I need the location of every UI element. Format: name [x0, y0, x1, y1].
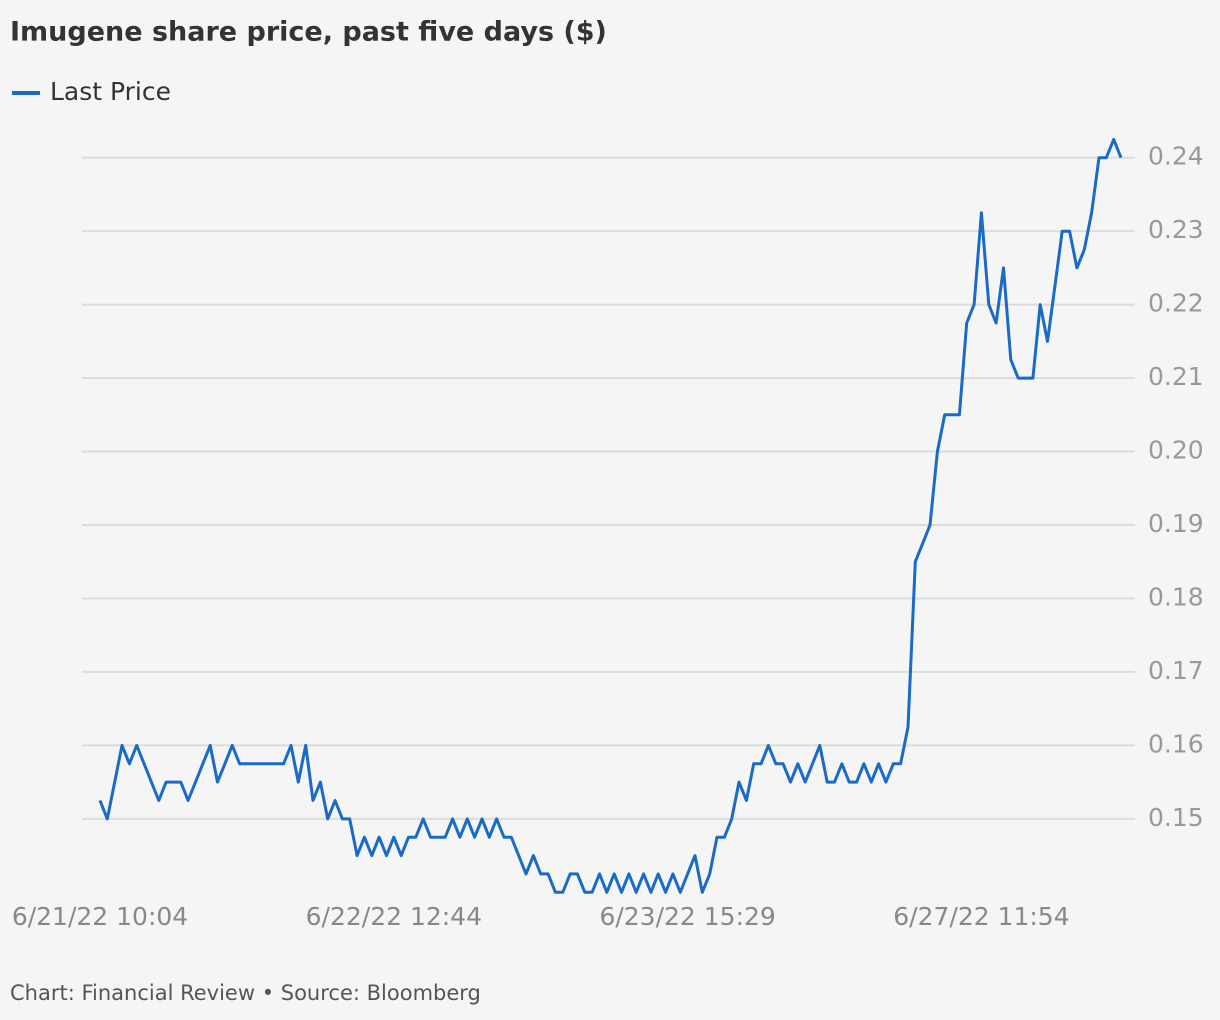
y-tick-label: 0.20: [1148, 436, 1204, 465]
y-tick-label: 0.21: [1148, 362, 1204, 391]
legend-label: Last Price: [50, 77, 171, 106]
x-tick-label: 6/21/22 10:04: [12, 902, 188, 931]
y-tick-label: 0.15: [1148, 803, 1204, 832]
y-tick-label: 0.18: [1148, 582, 1204, 611]
y-tick-label: 0.17: [1148, 656, 1204, 685]
y-tick-label: 0.24: [1148, 142, 1204, 171]
x-tick-label: 6/23/22 15:29: [599, 902, 775, 931]
chart-title: Imugene share price, past five days ($): [10, 17, 607, 48]
price-line: [98, 137, 1123, 894]
y-tick-label: 0.23: [1148, 215, 1204, 244]
y-tick-label: 0.16: [1148, 729, 1204, 758]
x-tick-label: 6/22/22 12:44: [306, 902, 482, 931]
y-tick-label: 0.19: [1148, 509, 1204, 538]
x-tick-label: 6/27/22 11:54: [893, 902, 1069, 931]
y-tick-label: 0.22: [1148, 289, 1204, 318]
source-note: Chart: Financial Review • Source: Bloomb…: [10, 981, 481, 1005]
